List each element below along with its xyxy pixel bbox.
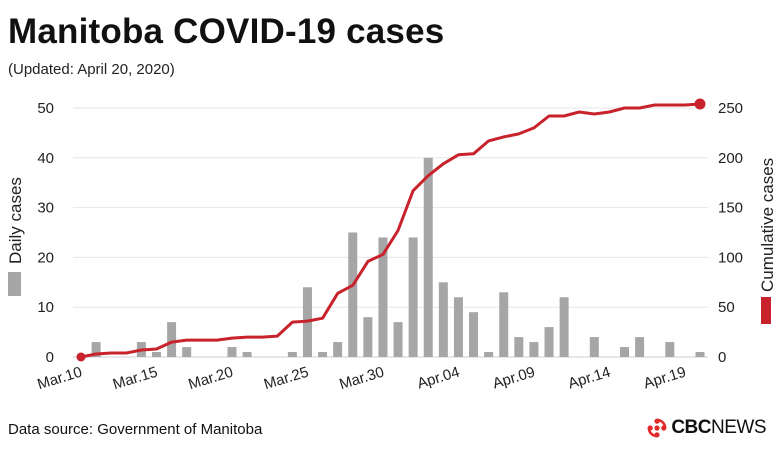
cumulative-cases-legend-swatch	[761, 297, 771, 324]
daily-cases-bar	[695, 352, 705, 357]
cumulative-start-point	[76, 352, 86, 362]
daily-cases-bar	[438, 282, 448, 357]
chart-title: Manitoba COVID-19 cases	[8, 12, 445, 51]
daily-cases-bar	[529, 342, 539, 357]
x-tick-label: Apr.14	[566, 364, 612, 393]
chart-subtitle: (Updated: April 20, 2020)	[8, 61, 175, 78]
left-tick-label: 30	[37, 200, 54, 217]
left-tick-label: 10	[37, 299, 54, 316]
gridlines	[73, 107, 708, 358]
left-tick-label: 0	[46, 349, 54, 366]
daily-cases-bar	[635, 337, 645, 357]
cbc-news-logo: CBCNEWS	[647, 417, 767, 439]
left-tick-label: 40	[37, 150, 54, 167]
cumulative-end-point	[694, 98, 706, 110]
x-tick-label: Mar.15	[111, 364, 160, 394]
daily-cases-bar	[363, 317, 373, 357]
daily-cases-bar	[151, 352, 161, 357]
daily-cases-bar	[393, 322, 403, 357]
x-tick-label: Apr.19	[642, 364, 688, 393]
daily-cases-bar	[423, 157, 433, 357]
daily-cases-bar	[318, 352, 328, 357]
daily-cases-bar	[287, 352, 297, 357]
daily-cases-bar	[484, 352, 494, 357]
right-tick-label: 200	[718, 150, 743, 167]
daily-cases-legend-swatch	[8, 272, 21, 296]
x-tick-label: Mar.30	[337, 364, 386, 394]
daily-cases-bar	[453, 297, 463, 357]
cbc-gem-icon	[647, 418, 667, 438]
left-tick-label: 20	[37, 249, 54, 266]
x-tick-label: Mar.20	[186, 364, 235, 394]
x-tick-label: Mar.25	[262, 364, 311, 394]
x-tick-label: Apr.09	[491, 364, 537, 393]
daily-cases-bar	[499, 292, 509, 357]
daily-cases-bar	[620, 347, 630, 357]
daily-cases-bar	[227, 347, 237, 357]
right-tick-label: 150	[718, 200, 743, 217]
daily-cases-bar	[348, 232, 358, 357]
daily-cases-bar	[182, 347, 192, 357]
right-axis-ticks: 0 50 100 150 200 250	[718, 100, 743, 366]
daily-cases-bar	[333, 342, 343, 357]
daily-cases-bar	[559, 297, 569, 357]
daily-cases-bar	[544, 327, 554, 357]
cbc-news-wordmark: CBCNEWS	[671, 417, 766, 438]
x-axis-ticks: Mar.10 Mar.15 Mar.20 Mar.25 Mar.30 Apr.04 Apr.…	[35, 364, 688, 394]
combo-chart: 0 10 20 30 40 50 0 50 100 150 200 250 Mar.10 Mar.15…	[6, 98, 777, 394]
daily-cases-bar	[514, 337, 524, 357]
x-tick-label: Apr.04	[415, 364, 461, 393]
daily-cases-bar	[665, 342, 675, 357]
data-source-note: Data source: Government of Manitoba	[8, 421, 263, 438]
x-tick-label: Mar.10	[35, 364, 84, 394]
left-axis-ticks: 0 10 20 30 40 50	[37, 100, 54, 366]
cumulative-cases-line-group	[76, 98, 706, 362]
daily-cases-bar	[469, 312, 479, 357]
right-axis-title: Cumulative cases	[758, 158, 777, 292]
left-axis-title: Daily cases	[6, 177, 25, 264]
right-tick-label: 0	[718, 349, 726, 366]
daily-cases-bar	[589, 337, 599, 357]
right-tick-label: 100	[718, 249, 743, 266]
daily-cases-bar	[91, 342, 101, 357]
daily-cases-bar	[378, 237, 388, 357]
daily-cases-bar	[408, 237, 418, 357]
daily-cases-bar	[242, 352, 252, 357]
cumulative-cases-line	[79, 102, 702, 359]
right-tick-label: 50	[718, 299, 735, 316]
right-tick-label: 250	[718, 100, 743, 117]
left-tick-label: 50	[37, 100, 54, 117]
daily-cases-bar	[167, 322, 177, 357]
